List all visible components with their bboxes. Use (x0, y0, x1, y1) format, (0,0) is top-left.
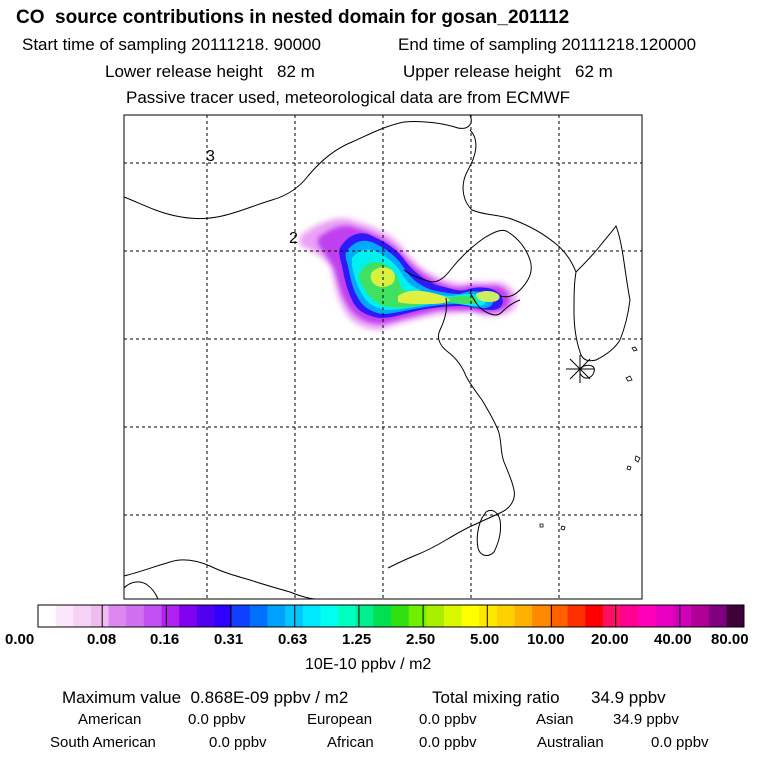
tracer-note: Passive tracer used, meteorological data… (126, 88, 571, 107)
colorbar-swatch (338, 605, 356, 627)
colorbar-tick-label: 80.00 (711, 631, 749, 648)
colorbar-swatch (708, 605, 727, 627)
region-name-asian: Asian (536, 711, 574, 728)
page-title: CO source contributions in nested domain… (16, 7, 570, 28)
colorbar-tick-label: 0.08 (87, 631, 117, 648)
islands (539, 346, 641, 531)
colorbar-swatch (567, 605, 586, 627)
region-name-australian: Australian (537, 734, 604, 751)
region-value-asian: 34.9 ppbv (613, 711, 679, 728)
grid-label-2: 2 (289, 230, 298, 247)
colorbar-swatch (496, 605, 515, 627)
colorbar-swatch (214, 605, 233, 627)
colorbar-swatch (161, 605, 180, 627)
region-name-european: European (307, 711, 373, 728)
colorbar-tick-label: 40.00 (654, 631, 692, 648)
colorbar-swatch (179, 605, 198, 627)
colorbar-swatches (38, 605, 745, 627)
colorbar-swatch (126, 605, 145, 627)
grid-lines (124, 115, 642, 599)
colorbar-swatch (655, 605, 674, 627)
maximum-value-label: Maximum value 0.868E-09 ppbv / m2 (62, 688, 349, 707)
total-mixing-ratio-value: 34.9 ppbv (591, 688, 666, 707)
end-time-label: End time of sampling 20111218.120000 (398, 35, 697, 54)
map-content (124, 115, 642, 599)
colorbar-swatch (426, 605, 445, 627)
colorbar-swatch (514, 605, 533, 627)
colorbar-swatch (73, 605, 92, 627)
region-name-american: American (78, 711, 142, 728)
colorbar-swatch (373, 605, 392, 627)
colorbar-swatch (479, 605, 498, 627)
colorbar-swatch (285, 605, 304, 627)
colorbar-swatch (391, 605, 409, 627)
colorbar-swatch (532, 605, 551, 627)
coastlines (124, 115, 631, 599)
colorbar-tick-label: 10.00 (527, 631, 565, 648)
region-value-australian: 0.0 ppbv (651, 734, 709, 751)
colorbar-swatch (90, 605, 109, 627)
colorbar-swatch (549, 605, 568, 627)
colorbar-swatch (249, 605, 268, 627)
colorbar-swatch (691, 605, 709, 627)
colorbar-swatch (232, 605, 251, 627)
colorbar-tick-label: 0.00 (5, 631, 35, 648)
colorbar-tick-label: 0.16 (150, 631, 180, 648)
colorbar-tick-label: 0.63 (278, 631, 308, 648)
grid-label-3: 3 (206, 148, 215, 165)
colorbar-swatch (196, 605, 215, 627)
colorbar-tick-label: 20.00 (591, 631, 629, 648)
colorbar-tick-label: 2.50 (406, 631, 436, 648)
colorbar-swatch (443, 605, 462, 627)
colorbar-swatch (461, 605, 480, 627)
colorbar-swatch (55, 605, 74, 627)
colorbar-tick-label: 0.31 (214, 631, 244, 648)
region-value-european: 0.0 ppbv (419, 711, 477, 728)
colorbar-frame (37, 604, 745, 628)
colorbar-swatch (355, 605, 374, 627)
colorbar-tick-label: 5.00 (470, 631, 500, 648)
lower-release-label: Lower release height 82 m (105, 62, 315, 81)
colorbar-unit-label: 10E-10 ppbv / m2 (305, 656, 432, 673)
colorbar-swatch (302, 605, 321, 627)
colorbar-swatch (673, 605, 692, 627)
start-time-label: Start time of sampling 20111218. 90000 (22, 35, 321, 54)
region-value-american: 0.0 ppbv (188, 711, 246, 728)
upper-release-label: Upper release height 62 m (403, 62, 613, 81)
region-name-african: African (327, 734, 374, 751)
total-mixing-ratio-label: Total mixing ratio (432, 688, 560, 707)
colorbar-swatch (267, 605, 286, 627)
colorbar-swatch (620, 605, 639, 627)
colorbar-swatch (726, 605, 745, 627)
colorbar-tick-label: 1.25 (342, 631, 372, 648)
colorbar-swatch (108, 605, 127, 627)
concentration-plume (300, 218, 518, 330)
colorbar-swatch (585, 605, 604, 627)
region-name-south-american: South American (50, 734, 156, 751)
colorbar-swatch (638, 605, 657, 627)
colorbar-swatch (320, 605, 339, 627)
colorbar-swatch (143, 605, 162, 627)
region-value-african: 0.0 ppbv (419, 734, 477, 751)
colorbar-swatch (408, 605, 427, 627)
receptor-marker-icon (566, 355, 594, 383)
map-frame (123, 114, 643, 600)
region-value-south-american: 0.0 ppbv (209, 734, 267, 751)
colorbar-swatch (38, 605, 56, 627)
colorbar-swatch (602, 605, 621, 627)
